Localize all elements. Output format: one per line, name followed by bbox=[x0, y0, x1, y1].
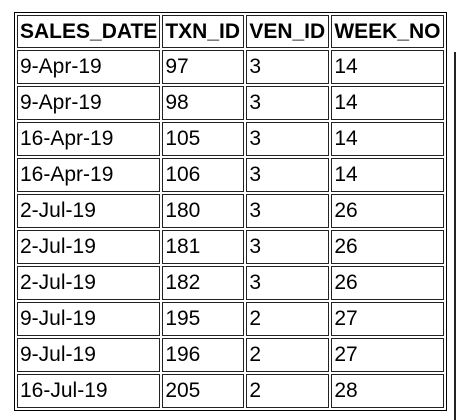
cell-week-no: 28 bbox=[331, 374, 444, 408]
cell-sales-date: 9-Apr-19 bbox=[17, 50, 161, 84]
cell-sales-date: 16-Jul-19 bbox=[17, 374, 161, 408]
cell-ven-id: 3 bbox=[246, 230, 330, 264]
cell-week-no: 26 bbox=[331, 266, 444, 300]
cell-ven-id: 2 bbox=[246, 302, 330, 336]
cell-week-no: 26 bbox=[331, 194, 444, 228]
column-header-ven-id: VEN_ID bbox=[246, 15, 330, 48]
table-header-row: SALES_DATE TXN_ID VEN_ID WEEK_NO bbox=[17, 15, 444, 48]
table-row: 9-Apr-19 98 3 14 bbox=[17, 86, 444, 120]
cell-sales-date: 2-Jul-19 bbox=[17, 266, 161, 300]
cell-sales-date: 2-Jul-19 bbox=[17, 230, 161, 264]
cell-sales-date: 9-Jul-19 bbox=[17, 302, 161, 336]
cell-txn-id: 182 bbox=[162, 266, 245, 300]
table-row: 9-Jul-19 196 2 27 bbox=[17, 338, 444, 372]
cell-sales-date: 9-Apr-19 bbox=[17, 86, 161, 120]
cell-ven-id: 3 bbox=[246, 158, 330, 192]
cell-txn-id: 106 bbox=[162, 158, 245, 192]
sales-table: SALES_DATE TXN_ID VEN_ID WEEK_NO 9-Apr-1… bbox=[14, 12, 447, 411]
cell-txn-id: 97 bbox=[162, 50, 245, 84]
cell-ven-id: 2 bbox=[246, 374, 330, 408]
table-row: 2-Jul-19 180 3 26 bbox=[17, 194, 444, 228]
cell-txn-id: 205 bbox=[162, 374, 245, 408]
cell-ven-id: 3 bbox=[246, 50, 330, 84]
column-header-txn-id: TXN_ID bbox=[162, 15, 245, 48]
cell-week-no: 27 bbox=[331, 338, 444, 372]
column-header-sales-date: SALES_DATE bbox=[17, 15, 161, 48]
cell-sales-date: 16-Apr-19 bbox=[17, 158, 161, 192]
cell-week-no: 14 bbox=[331, 50, 444, 84]
cropped-next-column-edge bbox=[454, 52, 456, 420]
cell-txn-id: 196 bbox=[162, 338, 245, 372]
table-row: 16-Apr-19 105 3 14 bbox=[17, 122, 444, 156]
cell-sales-date: 2-Jul-19 bbox=[17, 194, 161, 228]
cell-ven-id: 3 bbox=[246, 86, 330, 120]
cell-ven-id: 3 bbox=[246, 194, 330, 228]
cell-week-no: 26 bbox=[331, 230, 444, 264]
table-body: 9-Apr-19 97 3 14 9-Apr-19 98 3 14 16-Apr-19 105 3 1… bbox=[17, 50, 444, 408]
cell-txn-id: 181 bbox=[162, 230, 245, 264]
table-row: 16-Jul-19 205 2 28 bbox=[17, 374, 444, 408]
cell-ven-id: 2 bbox=[246, 338, 330, 372]
cell-sales-date: 16-Apr-19 bbox=[17, 122, 161, 156]
table-row: 9-Apr-19 97 3 14 bbox=[17, 50, 444, 84]
table-row: 2-Jul-19 182 3 26 bbox=[17, 266, 444, 300]
cell-week-no: 27 bbox=[331, 302, 444, 336]
cell-week-no: 14 bbox=[331, 86, 444, 120]
table-row: 2-Jul-19 181 3 26 bbox=[17, 230, 444, 264]
cell-week-no: 14 bbox=[331, 122, 444, 156]
column-header-week-no: WEEK_NO bbox=[331, 15, 444, 48]
cell-sales-date: 9-Jul-19 bbox=[17, 338, 161, 372]
cell-week-no: 14 bbox=[331, 158, 444, 192]
cell-txn-id: 105 bbox=[162, 122, 245, 156]
sales-table-container: SALES_DATE TXN_ID VEN_ID WEEK_NO 9-Apr-1… bbox=[14, 12, 447, 411]
table-row: 9-Jul-19 195 2 27 bbox=[17, 302, 444, 336]
cell-txn-id: 98 bbox=[162, 86, 245, 120]
table-row: 16-Apr-19 106 3 14 bbox=[17, 158, 444, 192]
cell-txn-id: 195 bbox=[162, 302, 245, 336]
cell-ven-id: 3 bbox=[246, 122, 330, 156]
cell-txn-id: 180 bbox=[162, 194, 245, 228]
cell-ven-id: 3 bbox=[246, 266, 330, 300]
